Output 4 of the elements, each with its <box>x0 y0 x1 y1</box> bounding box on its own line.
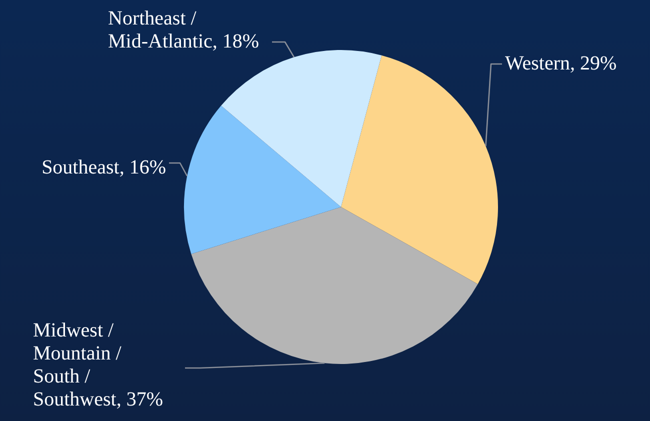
slice-label: Northeast / Mid-Atlantic, 18% <box>108 7 260 52</box>
slice-label: Southeast, 16% <box>42 156 166 178</box>
slice-label: Midwest / Mountain / South / Southwest, 37% <box>33 319 163 410</box>
slice-label: Western, 29% <box>505 52 617 74</box>
